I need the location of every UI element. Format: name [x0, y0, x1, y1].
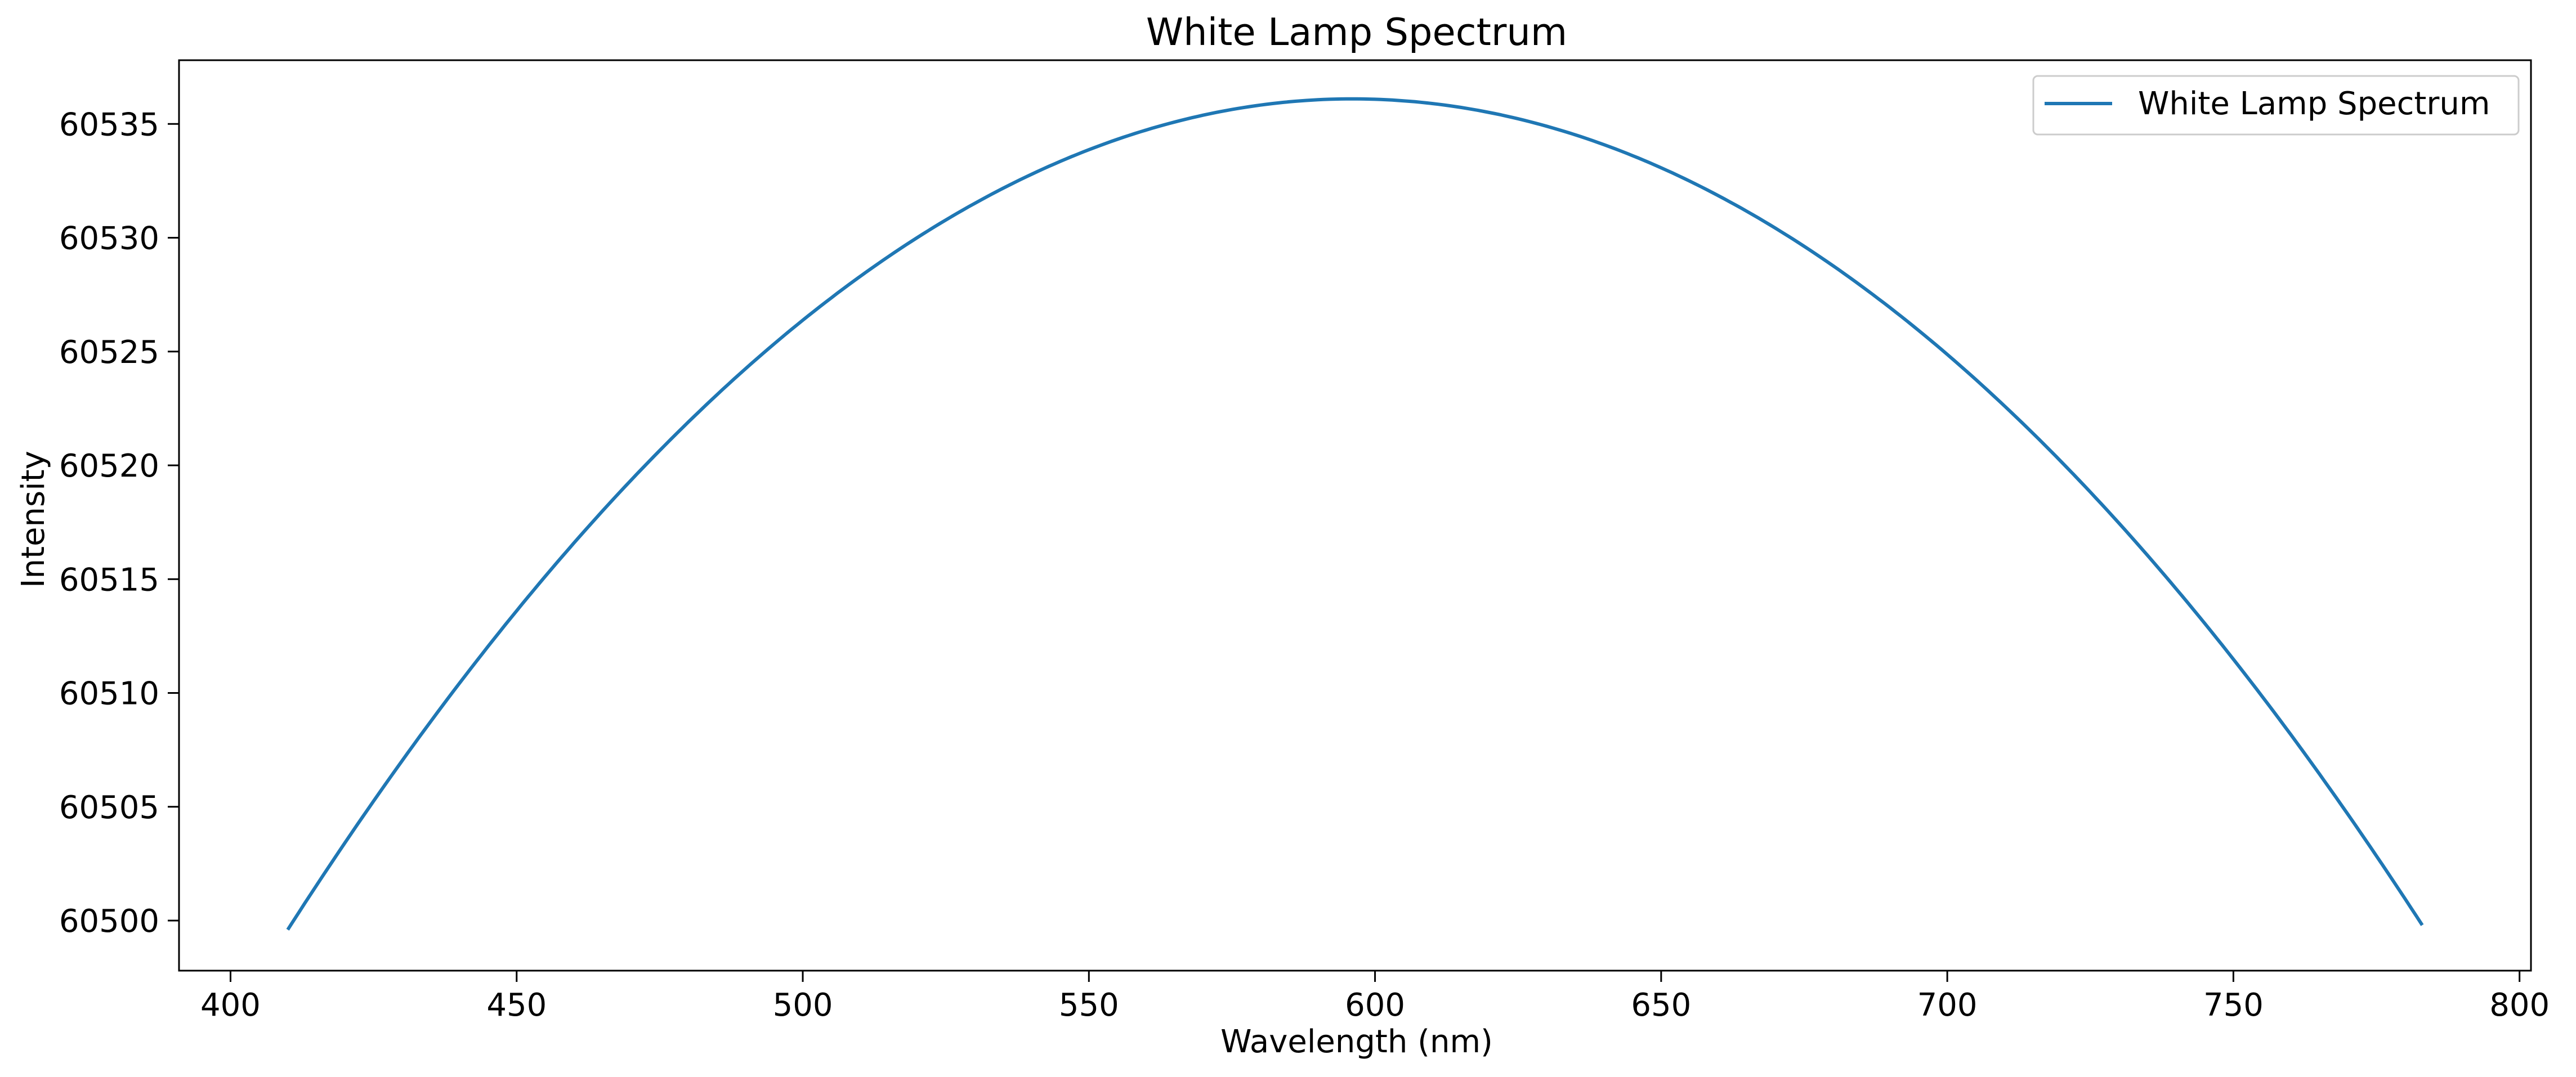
y-tick-label: 60530: [59, 221, 159, 257]
legend: White Lamp Spectrum: [2032, 75, 2520, 136]
x-tick-label: 400: [200, 987, 261, 1024]
x-tick-label: 550: [1059, 987, 1119, 1024]
x-tick-label: 450: [486, 987, 547, 1024]
y-tick-label: 60525: [59, 334, 159, 371]
y-tick-label: 60515: [59, 562, 159, 598]
y-tick-label: 60520: [59, 448, 159, 484]
chart-title: White Lamp Spectrum: [1146, 10, 1567, 54]
plot-area: [286, 97, 2424, 931]
x-axis: 400 450 500 550 600 650 700 750 800: [200, 971, 2550, 1024]
legend-box: [2032, 75, 2520, 136]
series-line-white-lamp-spectrum: [286, 97, 2424, 931]
y-tick-label: 60505: [59, 789, 159, 826]
x-tick-label: 600: [1345, 987, 1405, 1024]
x-tick-label: 700: [1917, 987, 1978, 1024]
y-tick-label: 60510: [59, 676, 159, 712]
x-tick-label: 750: [2203, 987, 2264, 1024]
y-axis: 60500 60505 60510 60515 60520 60525 60530 60535: [59, 106, 179, 940]
y-tick-label: 60535: [59, 106, 159, 143]
y-axis-label: Intensity: [15, 451, 52, 588]
x-tick-label: 500: [773, 987, 833, 1024]
legend-label: White Lamp Spectrum: [2138, 86, 2490, 122]
y-tick-label: 60500: [59, 903, 159, 940]
x-tick-label: 650: [1631, 987, 1691, 1024]
axes-frame: [178, 59, 2532, 972]
x-tick-label: 800: [2489, 987, 2550, 1024]
x-axis-label: Wavelength (nm): [1220, 1024, 1493, 1060]
